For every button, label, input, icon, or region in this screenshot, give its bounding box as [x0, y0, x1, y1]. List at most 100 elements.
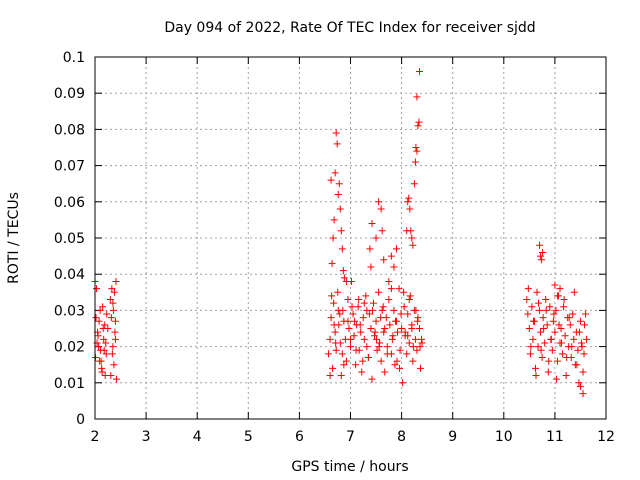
data-point	[545, 357, 553, 365]
data-point	[414, 314, 422, 322]
data-point	[544, 368, 552, 376]
y-tick-label: 0.07	[54, 159, 85, 175]
data-point	[575, 328, 583, 336]
data-point	[99, 325, 107, 332]
data-point	[406, 292, 414, 300]
data-point	[387, 285, 395, 293]
data-point	[562, 372, 570, 380]
data-point	[377, 357, 385, 365]
data-point	[342, 357, 350, 365]
data-point	[376, 339, 384, 347]
data-point	[368, 220, 376, 228]
data-point	[413, 93, 421, 101]
x-axis-label: GPS time / hours	[291, 459, 408, 475]
data-point	[332, 346, 340, 354]
data-point	[354, 303, 362, 311]
data-point	[339, 267, 347, 275]
data-point	[385, 277, 393, 285]
data-point	[365, 310, 373, 318]
data-point	[92, 353, 100, 361]
data-point	[331, 328, 339, 336]
data-point	[330, 299, 338, 307]
data-point	[336, 205, 344, 213]
data-point	[327, 314, 335, 322]
data-point	[107, 314, 115, 322]
data-point	[366, 245, 374, 253]
data-point	[411, 335, 419, 343]
data-point	[563, 353, 571, 361]
data-point	[112, 375, 120, 383]
data-point	[408, 325, 416, 332]
data-point	[347, 335, 354, 343]
chart-title: Day 094 of 2022, Rate Of TEC Index for r…	[164, 20, 535, 36]
data-point	[418, 339, 426, 347]
data-point	[98, 364, 106, 372]
data-point	[378, 306, 386, 314]
data-point	[541, 339, 549, 347]
data-point	[381, 368, 389, 376]
data-point	[538, 256, 546, 264]
data-point	[101, 321, 109, 329]
data-point	[331, 169, 339, 177]
data-point	[568, 343, 576, 351]
data-point	[367, 263, 375, 271]
data-point	[398, 325, 406, 332]
data-point	[557, 325, 565, 332]
data-point	[566, 321, 574, 329]
data-point	[326, 372, 334, 380]
data-point	[553, 357, 561, 365]
data-point	[411, 158, 419, 166]
data-point	[583, 335, 591, 343]
data-point	[102, 350, 110, 358]
data-point	[98, 368, 106, 376]
data-point	[377, 205, 385, 213]
data-point	[529, 317, 537, 325]
data-point	[375, 198, 383, 206]
data-point	[332, 129, 340, 137]
data-point	[412, 306, 420, 314]
data-point	[368, 306, 376, 314]
y-tick-label: 0.05	[54, 231, 85, 247]
y-tick-label: 0.04	[54, 267, 85, 283]
data-point	[387, 252, 395, 260]
data-point	[523, 296, 531, 304]
data-point	[108, 285, 116, 293]
data-point	[405, 194, 413, 202]
data-point	[569, 310, 577, 318]
data-point	[526, 350, 534, 358]
data-point	[330, 321, 338, 329]
data-point	[546, 303, 554, 311]
data-point	[363, 343, 371, 351]
data-point	[528, 303, 536, 311]
data-point	[106, 296, 114, 304]
data-point	[378, 227, 386, 235]
data-points	[91, 67, 591, 398]
data-point	[416, 343, 424, 351]
data-point	[551, 281, 559, 289]
data-point	[396, 346, 404, 354]
x-tick-label: 8	[397, 429, 406, 445]
data-point	[350, 332, 358, 340]
x-tick-label: 6	[295, 429, 304, 445]
data-point	[344, 296, 352, 304]
y-tick-label: 0.1	[63, 50, 85, 66]
data-point	[531, 364, 539, 372]
x-tick-label: 9	[448, 429, 457, 445]
data-point	[328, 292, 336, 300]
data-point	[326, 335, 334, 343]
data-point	[404, 332, 412, 340]
data-point	[111, 317, 119, 325]
data-point	[111, 328, 119, 336]
data-point	[543, 321, 551, 329]
data-point	[333, 140, 341, 148]
data-point	[565, 314, 573, 322]
data-point	[538, 353, 546, 361]
data-point	[547, 335, 555, 343]
data-point	[539, 314, 547, 322]
x-tick-label: 11	[546, 429, 564, 445]
data-point	[558, 339, 566, 347]
data-point	[375, 343, 383, 351]
data-point	[417, 364, 425, 372]
data-point	[348, 303, 356, 311]
data-point	[539, 248, 547, 256]
